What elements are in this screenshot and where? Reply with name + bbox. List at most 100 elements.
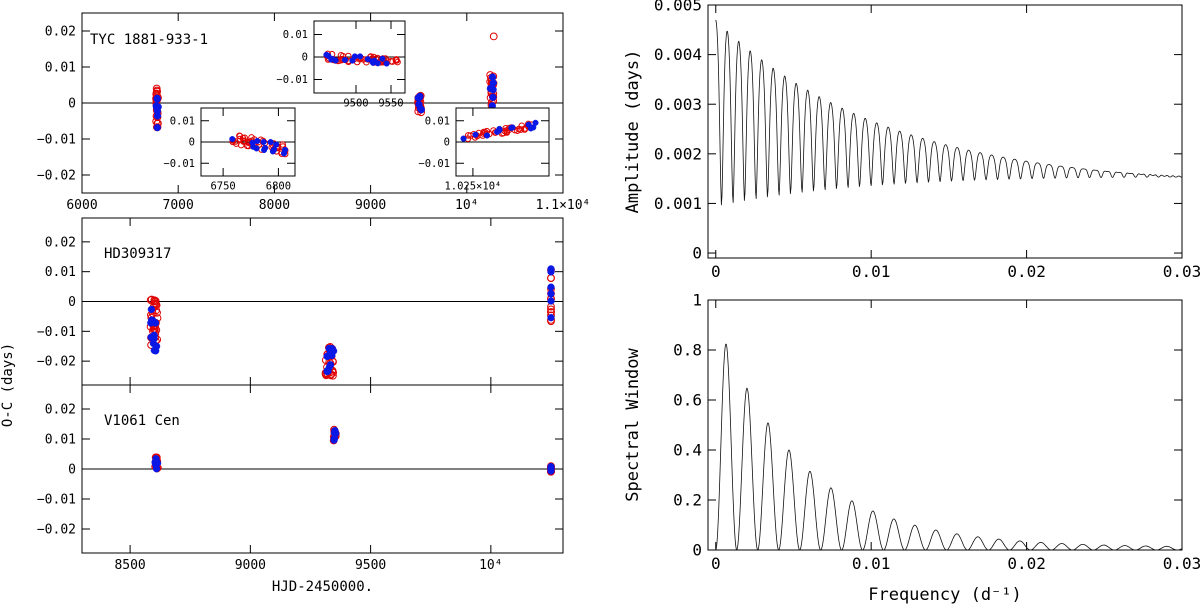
- inset-left-point-red: [236, 132, 244, 140]
- amp-series-line: [715, 19, 1183, 206]
- v1061-ytick-label: 0.02: [45, 403, 76, 418]
- win-axes: 0 0.01 0.02 0.03 0 0.2 0.4 0.6 0.8 1: [673, 291, 1200, 573]
- inset-left-point-blue: [229, 136, 236, 143]
- tyc-ytick-label: 0: [68, 97, 76, 112]
- tyc-ytick-label: 0.01: [45, 61, 76, 76]
- inset-top-point-blue: [383, 60, 390, 67]
- hd-ytick-label: 0.02: [45, 235, 76, 250]
- amp-xtick-label: 0: [711, 262, 721, 281]
- inset-right-data: [456, 119, 549, 143]
- amp-frame: [707, 4, 1183, 259]
- hd-data: HD309317 O-C (days): [0, 246, 563, 427]
- tyc-xtick-label: 6000: [66, 198, 97, 213]
- win-ytick-label: 1: [692, 291, 702, 310]
- inset-right-point-red: [503, 127, 510, 134]
- v1061-group-1-point-blue: [330, 429, 339, 437]
- tyc-group-1-point-blue: [416, 92, 424, 100]
- v1061-xtick-label: 10⁴: [479, 558, 502, 573]
- inset-left-point-blue: [267, 139, 274, 146]
- tyc-ytick-label: −0.02: [37, 169, 76, 184]
- v1061-xtick-label: 9500: [355, 558, 386, 573]
- amp-xtick-label: 0.03: [1163, 262, 1200, 281]
- inset-top-xtick-label: 9550: [378, 98, 403, 110]
- inset-right-point-blue: [483, 132, 491, 139]
- v1061-xtick-label: 9000: [235, 558, 266, 573]
- tyc-group-0-point-blue: [153, 94, 161, 102]
- frequency-x-label: Frequency (d⁻¹): [868, 585, 1022, 605]
- inset-left-ytick-label: 0.01: [170, 115, 195, 127]
- v1061-xtick-label: 8500: [114, 558, 145, 573]
- win-ytick-label: 0.4: [673, 441, 702, 460]
- inset-right-point-blue: [494, 128, 501, 135]
- inset-right-point-red: [515, 125, 523, 133]
- amp-ytick-label: 0.005: [654, 0, 702, 15]
- tyc-group-2-point-blue: [489, 85, 497, 94]
- tyc-data: TYC 1881-933-1: [82, 21, 563, 176]
- v1061-ytick-label: −0.01: [37, 493, 76, 508]
- inset-top-point-blue: [351, 53, 358, 60]
- tyc-title: TYC 1881-933-1: [90, 32, 208, 48]
- inset-left-point-blue: [273, 141, 280, 148]
- v1061-axes: 8500 9000 9500 10⁴ −0.02 −0.01 0 0.01 0.02: [37, 384, 564, 573]
- hd-group-2-point-blue: [547, 283, 555, 291]
- hd-ytick-label: 0: [68, 295, 76, 310]
- hd-group-0-point-blue: [147, 305, 156, 314]
- hd-group-2-point-blue: [547, 290, 555, 298]
- hd-group-2-point-red: [547, 274, 555, 282]
- inset-left-point-blue: [260, 138, 267, 146]
- inset-left-xtick-label: 6800: [266, 181, 291, 193]
- v1061-data: V1061 Cen HJD-2450000.: [82, 413, 563, 595]
- inset-left-point-blue: [249, 139, 256, 146]
- inset-top-ytick-label: 0.01: [283, 29, 308, 41]
- win-series-line: [715, 343, 1183, 551]
- inset-top-point-blue: [371, 57, 378, 64]
- hd-group-2-point-blue: [547, 297, 555, 305]
- hd-ytick-label: −0.02: [37, 355, 76, 370]
- tyc-ytick-label: −0.01: [37, 133, 76, 148]
- inset-left-ytick-label: 0: [189, 137, 195, 149]
- hd-group-2-point-red: [547, 305, 555, 314]
- inset-left-ytick-label: −0.01: [163, 158, 195, 170]
- inset-right-point-blue: [530, 124, 537, 131]
- x-axis-label: HJD-2450000.: [272, 579, 373, 595]
- hd-group-0-point-blue: [150, 346, 158, 355]
- v1061-ytick-label: −0.02: [37, 523, 76, 538]
- v1061-group-0-point-blue: [152, 455, 160, 463]
- win-xtick-label: 0: [711, 554, 721, 573]
- tyc-group-1-point-blue: [415, 100, 423, 109]
- amp-ytick-label: 0.003: [654, 95, 702, 114]
- tyc-group-0-point-blue: [154, 103, 162, 111]
- inset-left-point-red: [279, 141, 287, 148]
- hd-group-0-point-red: [152, 300, 160, 309]
- hd-ytick-label: −0.01: [37, 325, 76, 340]
- win-xtick-label: 0.02: [1007, 554, 1046, 573]
- amp-ytick-label: 0.001: [654, 194, 702, 213]
- amp-ytick-label: 0.002: [654, 144, 702, 163]
- inset-left-xtick-label: 6750: [210, 181, 235, 193]
- tyc-axes: 6000 7000 8000 9000 10⁴ 1.1×10⁴ −0.02 −0.01 0 0.0…: [37, 12, 590, 213]
- win-ytick-label: 0.8: [673, 341, 702, 360]
- tyc-xtick-label: 7000: [163, 198, 194, 213]
- hd-group-2-point-blue: [547, 314, 555, 322]
- v1061-group-2-point-blue: [547, 465, 555, 473]
- win-data: Spectral Window: [623, 343, 1183, 551]
- tyc-group-2-point-blue: [489, 93, 497, 101]
- y-axis-label: O-C (days): [0, 343, 16, 427]
- hd-group-0-point-blue: [147, 333, 155, 341]
- inset-left-point-blue: [280, 150, 288, 157]
- v1061-ytick-label: 0: [68, 463, 76, 478]
- inset-left-data: [201, 132, 295, 158]
- tyc-group-2-point-blue: [489, 79, 497, 87]
- tyc-group-0-point-blue: [153, 112, 162, 120]
- hd-group-1-point-blue: [325, 344, 333, 353]
- v1061-ytick-label: 0.01: [45, 433, 76, 448]
- inset-top-point-blue: [364, 56, 371, 63]
- tyc-ytick-label: 0.02: [45, 25, 76, 40]
- win-ytick-label: 0.2: [673, 491, 702, 510]
- inset-right-point-blue: [472, 131, 479, 138]
- win-frame: [707, 299, 1183, 551]
- tyc-xtick-label: 8000: [259, 198, 290, 213]
- inset-top-ytick-label: 0: [302, 52, 308, 64]
- win-ytick-label: 0: [692, 541, 702, 560]
- hd-group-0-point-blue: [150, 318, 159, 326]
